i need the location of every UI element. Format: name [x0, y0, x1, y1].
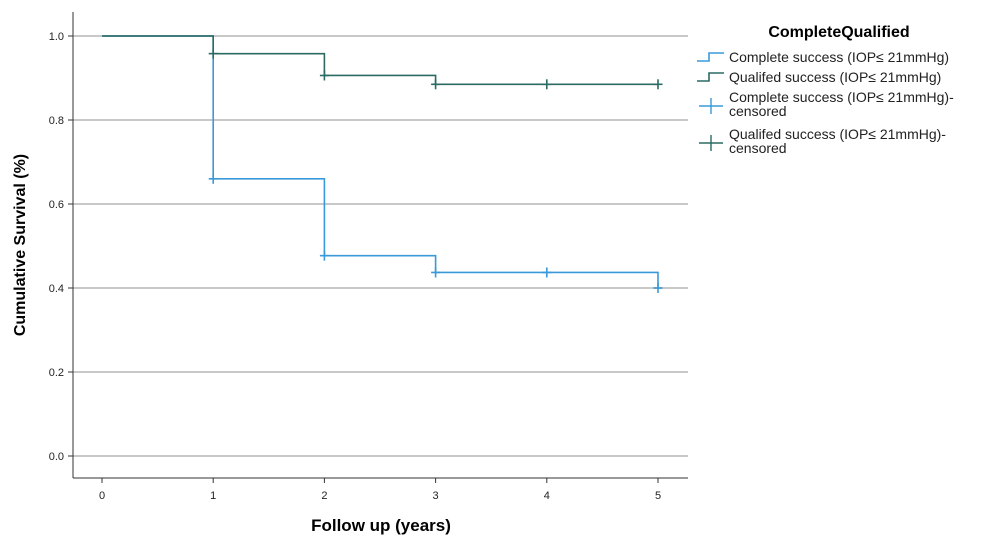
legend-item: Qualifed success (IOP≤ 21mmHg)-censored — [699, 126, 946, 156]
censor-mark — [431, 267, 441, 278]
legend-item: Complete success (IOP≤ 21mmHg) — [697, 49, 949, 65]
x-tick-label: 4 — [544, 490, 550, 502]
y-axis-title: Cumulative Survival (%) — [12, 154, 29, 336]
censor-mark — [208, 173, 218, 184]
legend-label: Complete success (IOP≤ 21mmHg) — [729, 49, 949, 65]
y-tick-label: 1.0 — [49, 31, 64, 43]
y-tick-label: 0.8 — [49, 115, 64, 127]
series-line-0 — [102, 35, 659, 288]
censor-mark — [319, 70, 329, 81]
y-tick-label: 0.6 — [49, 199, 64, 211]
series-layer — [102, 35, 663, 293]
censor-mark — [542, 79, 552, 90]
y-tick-label: 0.0 — [49, 451, 64, 463]
x-axis-title: Follow up (years) — [311, 516, 451, 535]
y-tick-label: 0.2 — [49, 367, 64, 379]
legend-title: CompleteQualified — [768, 24, 909, 41]
legend: CompleteQualified Complete success (IOP≤… — [697, 24, 954, 156]
censor-mark — [653, 283, 663, 293]
y-tick-label: 0.4 — [49, 283, 64, 295]
x-tick-label: 3 — [433, 490, 439, 502]
x-tick-label: 2 — [321, 490, 327, 502]
legend-label-line2: censored — [729, 103, 787, 119]
legend-item: Qualifed success (IOP≤ 21mmHg) — [697, 69, 941, 85]
legend-label-line2: censored — [729, 140, 787, 156]
legend-label: Qualifed success (IOP≤ 21mmHg) — [729, 69, 941, 85]
x-tick-label: 5 — [655, 490, 661, 502]
x-tick-label: 1 — [210, 490, 216, 502]
legend-item: Complete success (IOP≤ 21mmHg)-censored — [699, 89, 954, 119]
series-line-1 — [102, 35, 658, 86]
legend-label: Complete success (IOP≤ 21mmHg)- — [729, 89, 954, 105]
legend-label: Qualifed success (IOP≤ 21mmHg)- — [729, 126, 946, 142]
grid-layer — [73, 35, 688, 457]
axis-layer: 0.0 0.2 0.4 0.6 0.8 1.0 0 1 2 3 4 5 — [49, 12, 688, 502]
censor-mark — [208, 48, 218, 59]
legend-line-swatch — [697, 72, 724, 82]
x-tick-label: 0 — [99, 490, 105, 502]
censor-mark — [542, 267, 552, 278]
label-layer: Follow up (years) Cumulative Survival (%… — [12, 154, 451, 535]
censor-mark — [319, 250, 329, 261]
censor-mark — [431, 79, 441, 90]
censor-mark — [653, 79, 663, 90]
legend-line-swatch — [697, 52, 724, 62]
